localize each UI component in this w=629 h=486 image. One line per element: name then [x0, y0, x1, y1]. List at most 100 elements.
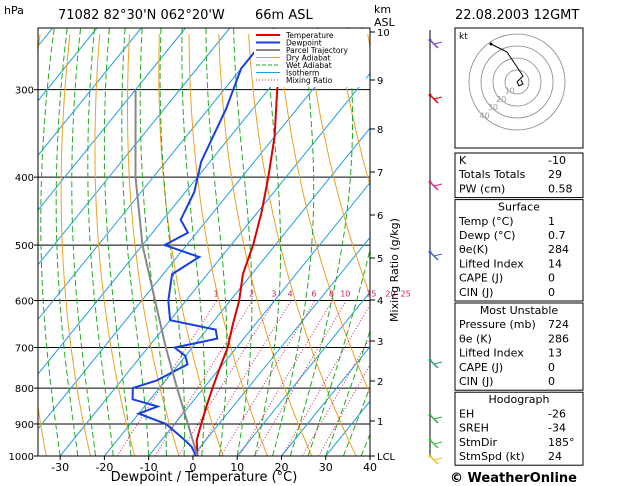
- pressure-axis: 300 400 500 600 700 800 900 1000: [9, 86, 38, 463]
- wind-profile: [428, 30, 443, 465]
- dry-adiabat-line: [60, 34, 91, 456]
- legend-label: Temperature: [285, 31, 334, 40]
- dry-adiabat-line: [38, 34, 47, 456]
- dry-adiabat-line: [94, 34, 136, 456]
- wet-adiabat-line: [103, 28, 132, 456]
- index-label: StmSpd (kt): [459, 450, 525, 463]
- wet-adiabat-line: [289, 28, 353, 456]
- index-value: -34: [548, 422, 566, 435]
- wind-barb-flag: [433, 253, 443, 257]
- x-tick-label: 20: [274, 461, 288, 474]
- dry-adiabat-line: [277, 34, 370, 395]
- hodo-trace-start: [489, 42, 493, 46]
- y-tick-label: 900: [15, 420, 34, 431]
- legend-label: Isotherm: [286, 69, 319, 78]
- isotherm-line: [38, 28, 319, 375]
- section-box: [454, 152, 584, 199]
- isotherm-line: [192, 236, 370, 456]
- index-label: Lifted Index: [459, 347, 524, 360]
- dry-adiabat-line: [606, 34, 629, 456]
- station-label: 71082 82°30'N 062°20'W: [58, 8, 225, 23]
- wind-barb-dot: [428, 180, 432, 184]
- x-tick-label: -20: [95, 461, 113, 474]
- index-value: 185°: [548, 436, 575, 449]
- mixing-ratio-line: [318, 363, 370, 456]
- index-label: θe(K): [459, 243, 488, 256]
- index-value: 0.7: [548, 229, 566, 242]
- y-tick-label: 800: [15, 384, 34, 395]
- wet-adiabat-line: [71, 28, 96, 456]
- wind-barb-flag: [433, 41, 443, 45]
- wind-barb-flag: [433, 457, 443, 461]
- legend-label: Dewpoint: [286, 39, 322, 48]
- index-label: CIN (J): [459, 286, 493, 299]
- dry-adiabat-line: [188, 34, 268, 456]
- section-box: [454, 199, 584, 302]
- index-value: 0: [548, 272, 555, 285]
- dry-adiabat-line: [158, 34, 224, 456]
- mixing-ratio-tick-label: 25: [401, 290, 411, 299]
- index-label: Temp (°C): [458, 215, 514, 228]
- x-tick-label: 40: [363, 461, 377, 474]
- dry-adiabat-line: [126, 34, 180, 456]
- index-label: CAPE (J): [459, 361, 503, 374]
- wind-barb-dot: [428, 38, 432, 42]
- index-value: 284: [548, 243, 569, 256]
- x-tick-label: -10: [140, 461, 158, 474]
- wind-barb-flag: [433, 441, 443, 445]
- index-value: -26: [548, 407, 566, 420]
- wind-barb-dot: [428, 438, 432, 442]
- km-tick-label: 4: [377, 296, 383, 307]
- km-tick-label: 10: [377, 28, 390, 39]
- index-label: K: [459, 154, 467, 167]
- index-label: Dewp (°C): [459, 229, 515, 242]
- mixing-ratio-tick-label: 8: [329, 290, 334, 299]
- dry-adiabat-line: [337, 34, 370, 187]
- mixing-ratio-labels: 1 2 3 4 6 8 10 15 20 25: [213, 290, 410, 299]
- index-label: Totals Totals: [458, 168, 526, 181]
- mixing-ratio-title: Mixing Ratio (g/kg): [388, 218, 401, 322]
- isotherm-line: [236, 291, 370, 456]
- hodo-ring: [492, 57, 542, 107]
- index-label: CAPE (J): [459, 272, 503, 285]
- section-title: Surface: [498, 201, 540, 214]
- km-tick-label: 3: [377, 337, 383, 348]
- x-axis-title: Dewpoint / Temperature (°C): [111, 470, 298, 485]
- wind-barb-dot: [428, 413, 432, 417]
- index-value: -10: [548, 154, 566, 167]
- index-value: 286: [548, 332, 569, 345]
- wet-adiabat-line: [139, 28, 167, 456]
- x-tick-label: -30: [51, 461, 69, 474]
- mixing-ratio-tick-label: 1: [213, 290, 218, 299]
- km-tick-label: 5: [377, 254, 383, 265]
- plot-frame: [37, 27, 371, 457]
- legend-label: Wet Adiabat: [286, 61, 332, 70]
- index-value: 14: [548, 257, 562, 270]
- series-line-parcel-trajectory: [134, 89, 199, 456]
- section-title: Most Unstable: [480, 304, 559, 317]
- dry-adiabat-line: [0, 34, 10, 456]
- index-value: 13: [548, 347, 562, 360]
- section-title: Hodograph: [489, 393, 550, 406]
- km-tick-label: 9: [377, 76, 383, 87]
- index-label: EH: [459, 407, 474, 420]
- mixing-ratio-tick-label: 20: [385, 290, 395, 299]
- wet-adiabat-line: [254, 28, 282, 456]
- indices-table: K -10 Totals Totals 29 PW (cm) 0.58 SurfaceTem…: [454, 152, 584, 466]
- asl-label: ASL: [374, 16, 396, 29]
- km-tick-label: 2: [377, 377, 383, 388]
- dry-adiabat-line: [218, 34, 313, 456]
- wind-barb-flag: [433, 96, 443, 100]
- index-value: 24: [548, 450, 562, 463]
- data-lines: [131, 33, 314, 456]
- isotherm-line: [38, 28, 142, 157]
- mixing-ratio-line: [116, 300, 218, 456]
- mixing-ratio-line: [220, 300, 316, 456]
- elevation-label: 66m ASL: [255, 8, 313, 23]
- legend-label: Mixing Ratio: [286, 76, 333, 85]
- dry-adiabat-line: [307, 34, 370, 297]
- index-value: 0: [548, 361, 555, 374]
- mixing-ratio-line: [281, 303, 370, 456]
